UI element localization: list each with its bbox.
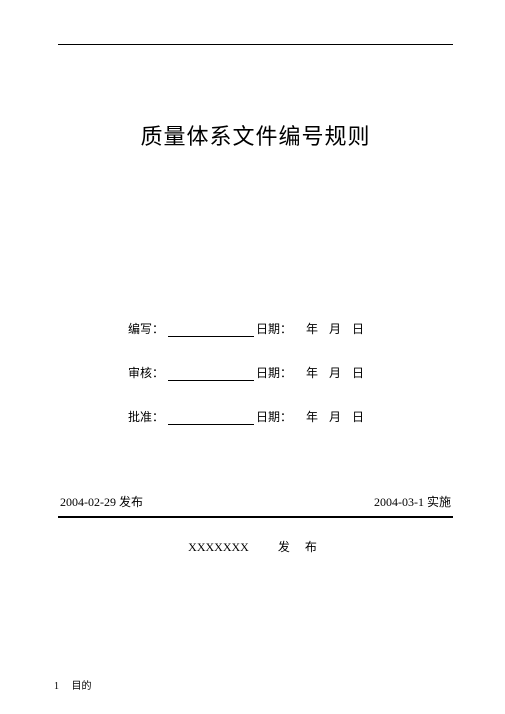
issuer-action: 发 布 bbox=[278, 540, 323, 554]
signoff-date-label: 日期： bbox=[256, 364, 292, 381]
top-horizontal-rule bbox=[58, 44, 453, 45]
signoff-date-label: 日期： bbox=[256, 408, 292, 425]
signoff-row-author: 编写： 日期： 年 月 日 bbox=[128, 319, 453, 337]
signoff-ymd: 年 月 日 bbox=[306, 320, 368, 337]
signoff-role-label: 编写： bbox=[128, 320, 168, 337]
document-title: 质量体系文件编号规则 bbox=[58, 119, 453, 151]
section-title: 目的 bbox=[72, 681, 92, 692]
section-number: 1 bbox=[54, 681, 59, 692]
signoff-row-review: 审核： 日期： 年 月 日 bbox=[128, 363, 453, 381]
document-page: 质量体系文件编号规则 编写： 日期： 年 月 日 审核： 日期： 年 月 日 批… bbox=[58, 0, 453, 714]
signature-line bbox=[168, 367, 254, 381]
signoff-ymd: 年 月 日 bbox=[306, 364, 368, 381]
publish-date-text: 2004-02-29 发布 bbox=[60, 493, 143, 510]
issuer-row: XXXXXXX 发 布 bbox=[58, 538, 453, 555]
signoff-role-label: 审核： bbox=[128, 364, 168, 381]
signoff-block: 编写： 日期： 年 月 日 审核： 日期： 年 月 日 批准： 日期： 年 月 … bbox=[128, 319, 453, 425]
signoff-date-label: 日期： bbox=[256, 320, 292, 337]
signature-line bbox=[168, 411, 254, 425]
thick-horizontal-rule bbox=[58, 516, 453, 518]
signoff-role-label: 批准： bbox=[128, 408, 168, 425]
signature-line bbox=[168, 323, 254, 337]
signoff-row-approve: 批准： 日期： 年 月 日 bbox=[128, 407, 453, 425]
issuer-name: XXXXXXX bbox=[188, 540, 249, 554]
section-heading: 1 目的 bbox=[54, 677, 453, 692]
publication-row: 2004-02-29 发布 2004-03-1 实施 bbox=[58, 493, 453, 510]
effective-date-text: 2004-03-1 实施 bbox=[374, 493, 451, 510]
signoff-ymd: 年 月 日 bbox=[306, 408, 368, 425]
